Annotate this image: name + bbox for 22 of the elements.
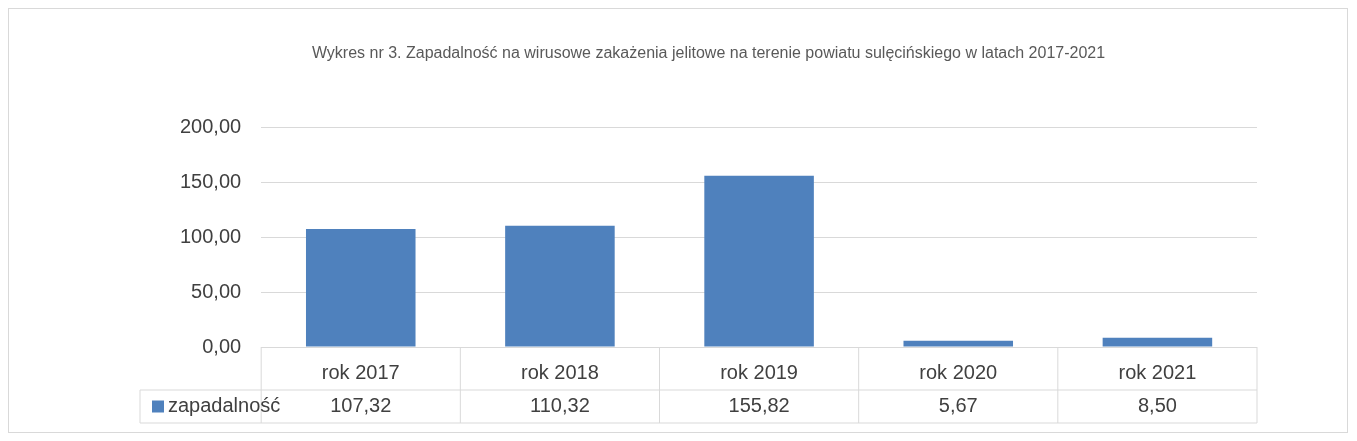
chart-title: Wykres nr 3. Zapadalność na wirusowe zakażenia jelitowe na terenie powiatu sulęcińskiego w latach 2017-2021 [311,44,1106,62]
data-label: 8,50 [1137,394,1177,417]
y-tick-label: 100,00 [180,224,242,247]
bar [704,175,814,347]
y-tick-label: 200,00 [180,114,242,137]
data-label: 107,32 [330,394,392,417]
legend-label: zapadalność [168,394,281,417]
bar [305,229,416,347]
y-tick-label: 0,00 [202,334,242,357]
y-tick-label: 150,00 [180,169,242,192]
bar [903,340,1014,347]
data-label: 110,32 [530,394,590,417]
bar [505,225,615,347]
data-label: 5,67 [938,394,978,417]
bar [1102,337,1213,347]
x-tick-label: rok 2020 [919,360,998,383]
x-tick-label: rok 2017 [321,360,400,383]
y-tick-label: 50,00 [191,279,242,302]
data-label: 155,82 [728,394,790,417]
x-tick-label: rok 2019 [720,360,799,383]
x-tick-label: rok 2021 [1118,360,1197,383]
x-tick-label: rok 2018 [521,360,599,383]
